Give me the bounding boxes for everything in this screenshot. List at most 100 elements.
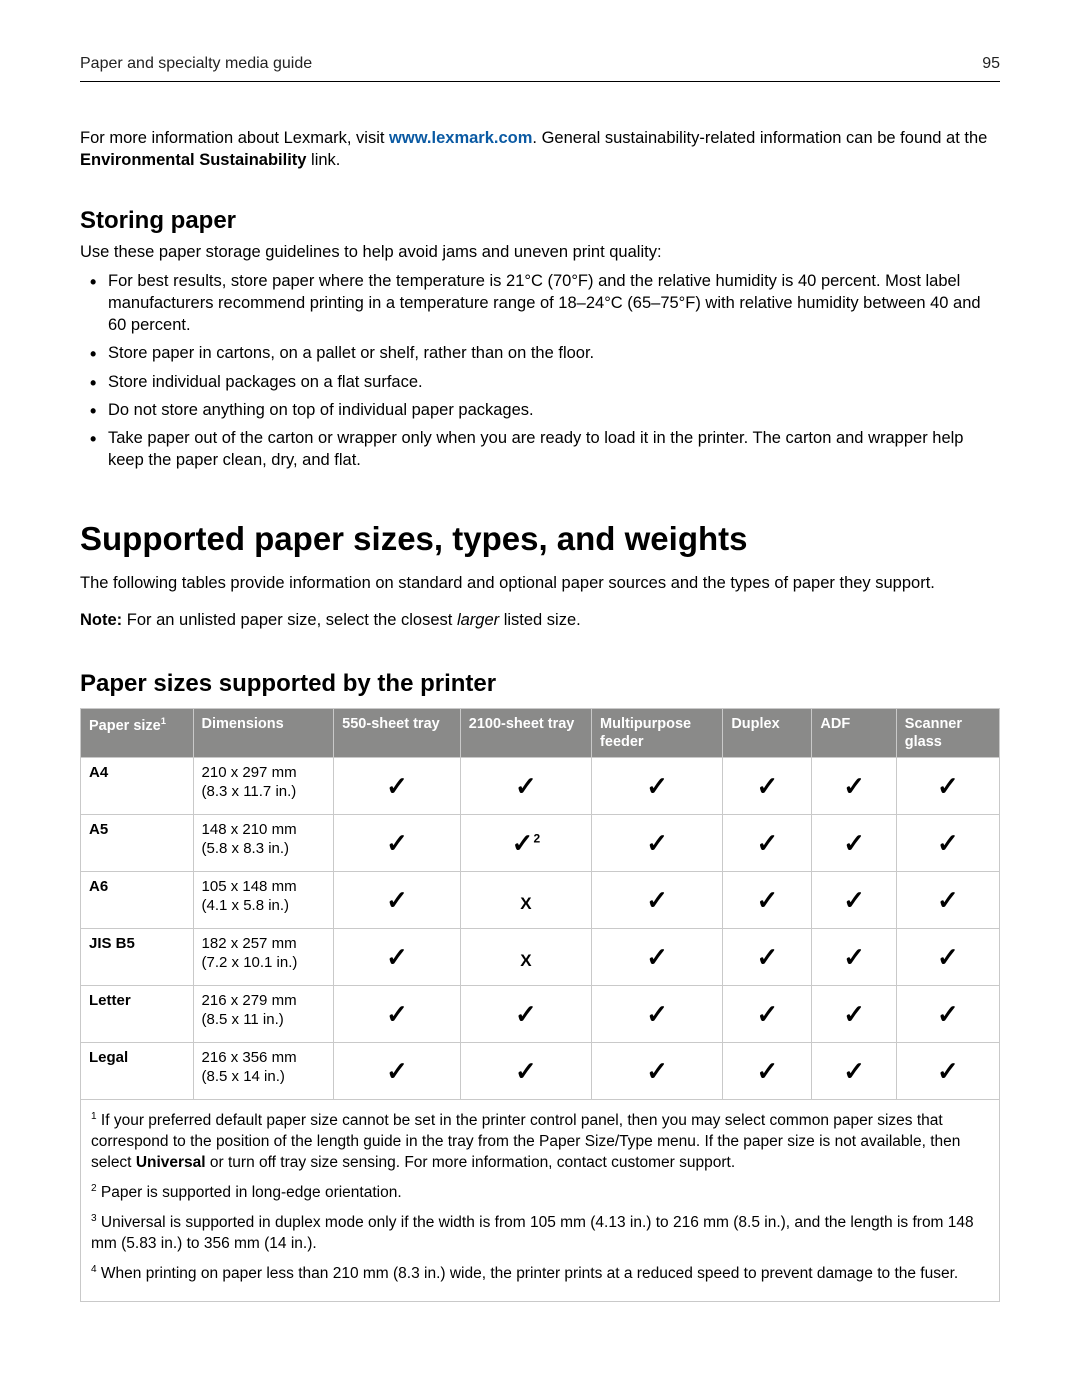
bullet-item: Do not store anything on top of individu… (108, 399, 1000, 421)
th-paper-size: Paper size1 (81, 708, 194, 757)
th-sup: 1 (161, 715, 166, 726)
cell-mark: ✓ (896, 1043, 999, 1100)
supported-para: The following tables provide information… (80, 572, 1000, 595)
supported-note: Note: For an unlisted paper size, select… (80, 609, 1000, 632)
fn1-bold: Universal (136, 1154, 206, 1171)
cell-mark: ✓2 (460, 815, 591, 872)
th-mpf: Multipurpose feeder (592, 708, 723, 757)
note-italic: larger (457, 611, 499, 629)
cell-mark: ✓ (334, 1043, 461, 1100)
th-label: Paper size (89, 718, 161, 734)
cell-size-name: Letter (81, 986, 194, 1043)
header-title: Paper and specialty media guide (80, 55, 312, 73)
table-row: Legal216 x 356 mm(8.5 x 14 in.)✓✓✓✓✓✓ (81, 1043, 1000, 1100)
cell-mark: ✓ (460, 1043, 591, 1100)
cell-mark: ✓ (723, 872, 812, 929)
th-550: 550-sheet tray (334, 708, 461, 757)
cell-mark: ✓ (896, 986, 999, 1043)
cell-mark: ✓ (723, 929, 812, 986)
th-dimensions: Dimensions (193, 708, 334, 757)
cell-dimensions: 148 x 210 mm(5.8 x 8.3 in.) (193, 815, 334, 872)
cell-mark: ✓ (896, 872, 999, 929)
intro-pre: For more information about Lexmark, visi… (80, 129, 389, 147)
note-pre: For an unlisted paper size, select the c… (122, 611, 457, 629)
cell-size-name: JIS B5 (81, 929, 194, 986)
storing-lead: Use these paper storage guidelines to he… (80, 243, 1000, 262)
cell-size-name: A4 (81, 758, 194, 815)
cell-mark: ✓ (896, 929, 999, 986)
footnote-3: 3 Universal is supported in duplex mode … (91, 1212, 989, 1255)
table-row: A5148 x 210 mm(5.8 x 8.3 in.)✓✓2✓✓✓✓ (81, 815, 1000, 872)
th-duplex: Duplex (723, 708, 812, 757)
cell-mark: ✓ (592, 872, 723, 929)
table-header-row: Paper size1 Dimensions 550-sheet tray 21… (81, 708, 1000, 757)
paper-sizes-table: Paper size1 Dimensions 550-sheet tray 21… (80, 708, 1000, 1100)
fn3-text: Universal is supported in duplex mode on… (91, 1214, 974, 1252)
cell-size-name: Legal (81, 1043, 194, 1100)
intro-bold: Environmental Sustainability (80, 151, 306, 169)
cell-mark: X (460, 929, 591, 986)
cell-mark: ✓ (592, 1043, 723, 1100)
cell-mark: ✓ (334, 758, 461, 815)
cell-mark: X (460, 872, 591, 929)
cell-mark: ✓ (812, 758, 896, 815)
footnote-2: 2 Paper is supported in long-edge orient… (91, 1182, 989, 1204)
table-row: A4210 x 297 mm(8.3 x 11.7 in.)✓✓✓✓✓✓ (81, 758, 1000, 815)
cell-mark: ✓ (812, 815, 896, 872)
cell-mark: ✓ (812, 1043, 896, 1100)
cell-mark: ✓ (334, 986, 461, 1043)
cell-mark: ✓ (334, 815, 461, 872)
th-2100: 2100-sheet tray (460, 708, 591, 757)
fn4-text: When printing on paper less than 210 mm … (97, 1265, 959, 1282)
page-header: Paper and specialty media guide 95 (80, 55, 1000, 82)
footnote-1: 1 If your preferred default paper size c… (91, 1110, 989, 1174)
table-heading: Paper sizes supported by the printer (80, 670, 1000, 698)
cell-mark: ✓ (592, 815, 723, 872)
cell-mark: ✓ (723, 758, 812, 815)
table-row: A6105 x 148 mm(4.1 x 5.8 in.)✓X✓✓✓✓ (81, 872, 1000, 929)
cell-mark: ✓ (334, 929, 461, 986)
cell-dimensions: 210 x 297 mm(8.3 x 11.7 in.) (193, 758, 334, 815)
cell-size-name: A6 (81, 872, 194, 929)
header-page-number: 95 (982, 55, 1000, 73)
cell-mark: ✓ (723, 815, 812, 872)
storing-heading: Storing paper (80, 207, 1000, 235)
intro-paragraph: For more information about Lexmark, visi… (80, 127, 1000, 172)
intro-post: . General sustainability-related informa… (532, 129, 987, 147)
bullet-item: For best results, store paper where the … (108, 270, 1000, 337)
note-post: listed size. (499, 611, 581, 629)
cell-mark: ✓ (812, 872, 896, 929)
footnote-4: 4 When printing on paper less than 210 m… (91, 1263, 989, 1285)
cell-dimensions: 216 x 279 mm(8.5 x 11 in.) (193, 986, 334, 1043)
cell-dimensions: 182 x 257 mm(7.2 x 10.1 in.) (193, 929, 334, 986)
cell-mark: ✓ (460, 758, 591, 815)
bullet-item: Take paper out of the carton or wrapper … (108, 427, 1000, 472)
bullet-item: Store paper in cartons, on a pallet or s… (108, 342, 1000, 364)
intro-tail: link. (306, 151, 340, 169)
lexmark-link[interactable]: www.lexmark.com (389, 129, 532, 147)
cell-mark: ✓ (592, 986, 723, 1043)
th-scanner: Scanner glass (896, 708, 999, 757)
cell-mark: ✓ (460, 986, 591, 1043)
bullet-item: Store individual packages on a flat surf… (108, 371, 1000, 393)
supported-heading: Supported paper sizes, types, and weight… (80, 520, 1000, 558)
document-page: Paper and specialty media guide 95 For m… (0, 0, 1080, 1397)
cell-dimensions: 105 x 148 mm(4.1 x 5.8 in.) (193, 872, 334, 929)
cell-mark: ✓ (723, 986, 812, 1043)
table-row: JIS B5182 x 257 mm(7.2 x 10.1 in.)✓X✓✓✓✓ (81, 929, 1000, 986)
cell-dimensions: 216 x 356 mm(8.5 x 14 in.) (193, 1043, 334, 1100)
table-row: Letter216 x 279 mm(8.5 x 11 in.)✓✓✓✓✓✓ (81, 986, 1000, 1043)
cell-mark: ✓ (812, 929, 896, 986)
table-footnotes: 1 If your preferred default paper size c… (80, 1100, 1000, 1302)
fn1-post: or turn off tray size sensing. For more … (206, 1154, 736, 1171)
cell-mark: ✓ (896, 758, 999, 815)
fn2-text: Paper is supported in long-edge orientat… (97, 1184, 402, 1201)
storing-bullets: For best results, store paper where the … (80, 270, 1000, 472)
cell-size-name: A5 (81, 815, 194, 872)
note-label: Note: (80, 611, 122, 629)
cell-mark: ✓ (723, 1043, 812, 1100)
cell-mark: ✓ (592, 758, 723, 815)
cell-mark: ✓ (334, 872, 461, 929)
th-adf: ADF (812, 708, 896, 757)
cell-mark: ✓ (812, 986, 896, 1043)
